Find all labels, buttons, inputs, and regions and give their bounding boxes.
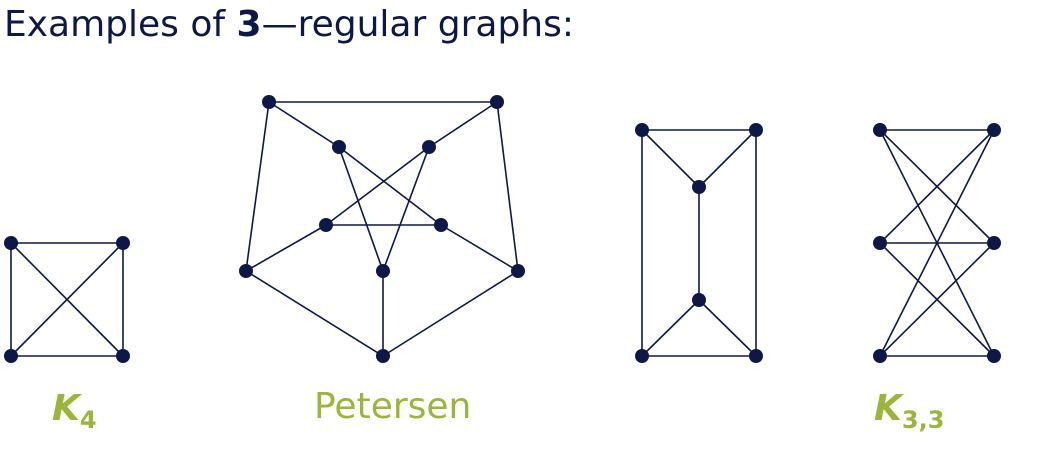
k33-vertex-r3 xyxy=(987,349,1001,363)
caption-k33-sub: 3,3 xyxy=(902,406,945,434)
prism-vertex-tr xyxy=(749,123,763,137)
petersen-vertex-i2 xyxy=(422,140,436,154)
petersen-vertex-i3 xyxy=(434,218,448,232)
title-number: 3 xyxy=(236,4,262,45)
petersen-edge-o5-o1 xyxy=(245,101,270,272)
petersen-edge-o2-i2 xyxy=(428,101,498,148)
k4-vertex-b xyxy=(116,236,130,250)
k4-vertex-c xyxy=(4,349,18,363)
petersen-vertex-o3 xyxy=(511,264,525,278)
k4-edge-b-c xyxy=(10,242,124,357)
petersen-edge-o2-o3 xyxy=(496,101,519,272)
k33-edge-l2-r1 xyxy=(879,129,995,244)
petersen-vertex-i5 xyxy=(319,218,333,232)
petersen-edge-i3-i1 xyxy=(338,146,442,226)
petersen-edge-o5-i5 xyxy=(245,224,327,272)
caption-k33: K3,3 xyxy=(874,388,944,434)
k33-edge-l3-r2 xyxy=(879,242,995,357)
petersen-edge-i2-i5 xyxy=(325,146,430,226)
prism-edge-tl-tm xyxy=(641,129,700,188)
prism-vertex-br xyxy=(749,349,763,363)
graph-petersen xyxy=(239,95,525,363)
k33-vertex-l2 xyxy=(873,236,887,250)
caption-k33-main: K xyxy=(874,388,905,429)
caption-petersen: Petersen xyxy=(314,386,471,427)
petersen-edge-i1-i4 xyxy=(338,146,384,272)
caption-k4-main: K xyxy=(52,388,83,429)
k4-vertex-d xyxy=(116,349,130,363)
prism-edge-bl-bm xyxy=(641,299,700,357)
petersen-vertex-o2 xyxy=(490,95,504,109)
prism-vertex-tl xyxy=(635,123,649,137)
petersen-vertex-i4 xyxy=(376,264,390,278)
petersen-edge-i4-i2 xyxy=(382,146,430,272)
prism-vertex-bm xyxy=(692,293,706,307)
petersen-edge-o1-i1 xyxy=(268,101,340,148)
caption-k4-sub: 4 xyxy=(80,406,97,434)
petersen-edge-o3-i3 xyxy=(440,224,519,272)
k33-edge-l3-r1 xyxy=(879,129,995,357)
caption-k4: K4 xyxy=(52,388,97,434)
petersen-edge-o4-o5 xyxy=(245,270,384,357)
title-suffix: regular graphs: xyxy=(297,4,574,45)
petersen-vertex-i1 xyxy=(332,140,346,154)
title-prefix: Examples of xyxy=(4,4,237,45)
prism-vertex-tm xyxy=(692,180,706,194)
petersen-vertex-o5 xyxy=(239,264,253,278)
prism-edge-tr-tm xyxy=(698,129,757,188)
page-title: Examples of 3—regular graphs: xyxy=(4,4,574,45)
title-dash: — xyxy=(261,4,298,45)
prism-vertex-bl xyxy=(635,349,649,363)
petersen-edge-o3-o4 xyxy=(382,270,519,357)
prism-edge-br-bm xyxy=(698,299,757,357)
petersen-vertex-o1 xyxy=(262,95,276,109)
graph-k4 xyxy=(4,236,130,363)
k33-vertex-l3 xyxy=(873,349,887,363)
k33-vertex-l1 xyxy=(873,123,887,137)
k4-vertex-a xyxy=(4,236,18,250)
k33-vertex-r2 xyxy=(987,236,1001,250)
petersen-vertex-o4 xyxy=(376,349,390,363)
graph-k33 xyxy=(873,123,1001,363)
k33-vertex-r1 xyxy=(987,123,1001,137)
graph-prism xyxy=(635,123,763,363)
